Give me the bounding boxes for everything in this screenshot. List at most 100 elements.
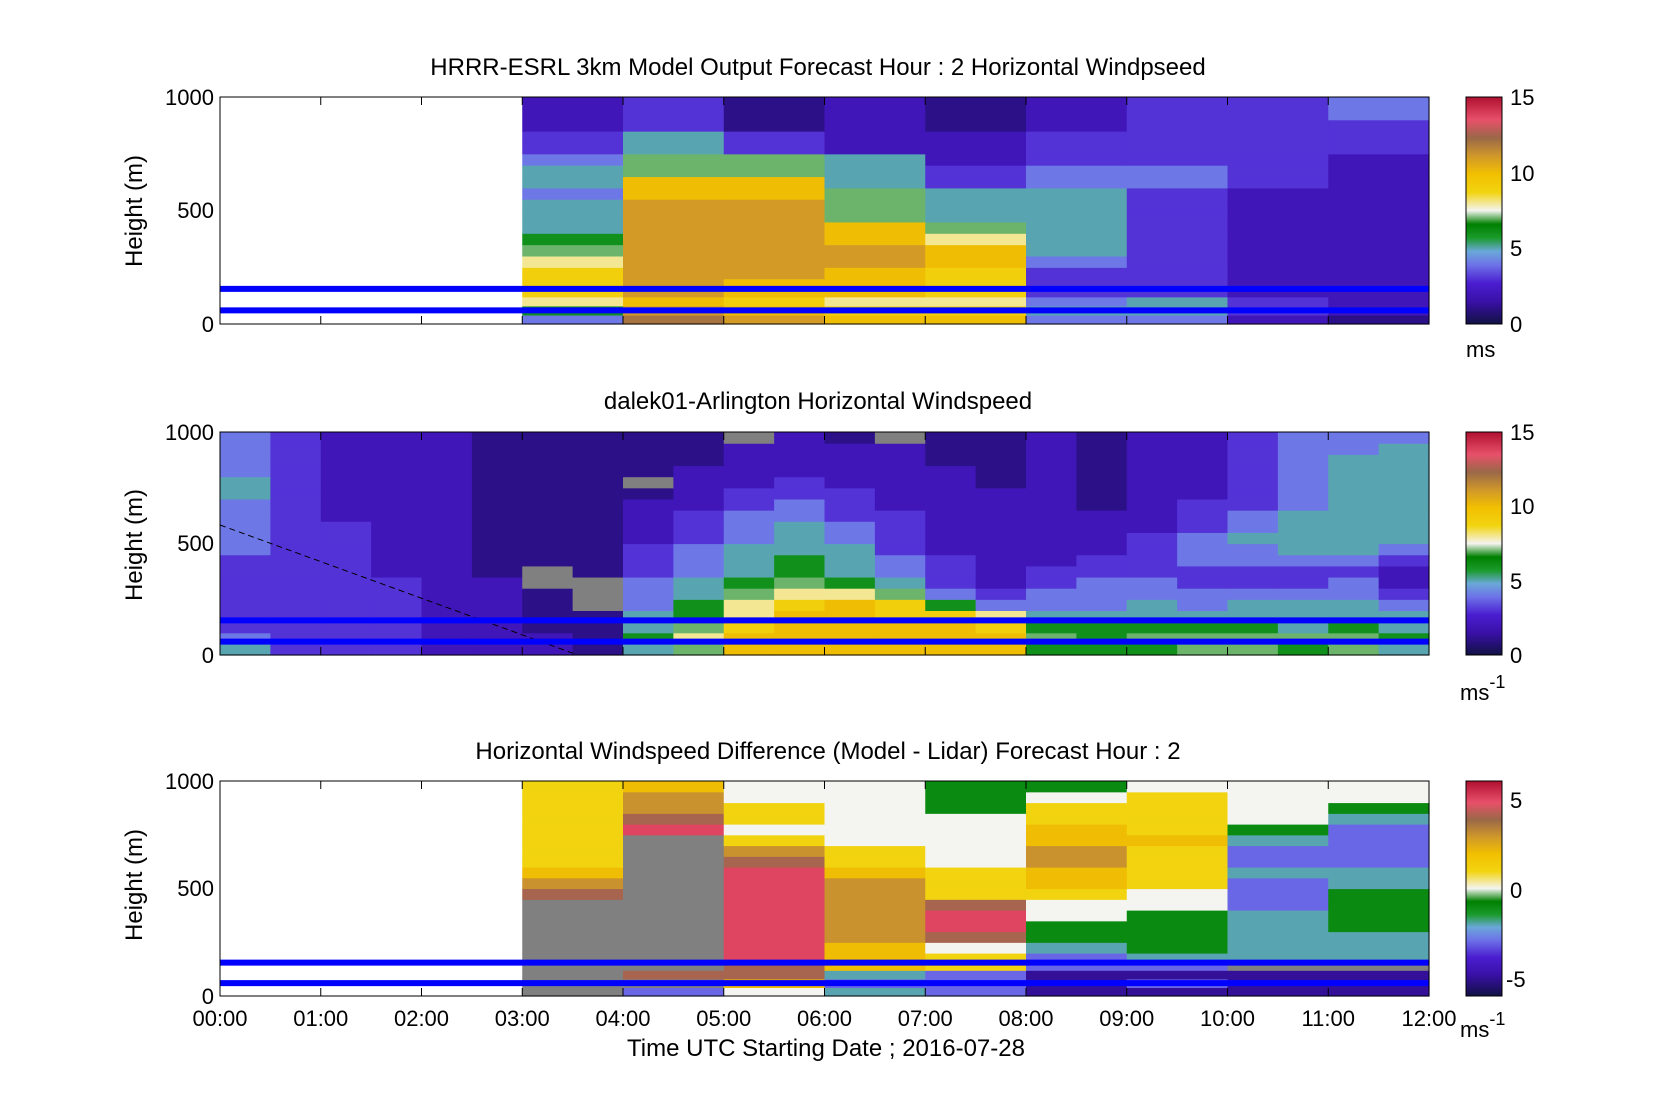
heatmap-cell <box>824 970 926 980</box>
heatmap-cell <box>824 119 926 132</box>
heatmap-cell <box>1126 845 1229 857</box>
heatmap-cell <box>1177 599 1229 611</box>
heatmap-cell <box>1277 498 1329 511</box>
heatmap-cell <box>1177 632 1229 645</box>
panel-2-ylabel: Height (m) <box>121 489 148 601</box>
panel-3-x-ticks <box>320 781 1329 996</box>
heatmap-cell <box>1126 296 1229 307</box>
heatmap-cell <box>623 813 725 825</box>
heatmap-cell <box>874 543 926 556</box>
heatmap-cell <box>371 521 423 533</box>
heatmap-cell <box>421 498 473 511</box>
heatmap-cell <box>1026 267 1128 280</box>
heatmap-cell <box>320 599 372 611</box>
heatmap-cell <box>320 487 372 500</box>
heatmap-cell <box>723 119 826 132</box>
heatmap-cell <box>1026 521 1077 533</box>
heatmap-cell <box>371 476 423 489</box>
heatmap-cell <box>1227 153 1329 166</box>
heatmap-cell <box>1227 588 1279 600</box>
heatmap-cell <box>1328 487 1380 500</box>
heatmap-cell <box>1126 565 1178 578</box>
heatmap-cell <box>1227 221 1329 234</box>
heatmap-cell <box>1227 813 1329 825</box>
heatmap-cell <box>1076 610 1128 623</box>
heatmap-cell <box>1277 532 1329 545</box>
heatmap-cell <box>723 287 826 298</box>
heatmap-cell <box>723 255 826 268</box>
heatmap-cell <box>975 543 1027 556</box>
heatmap-cell <box>1026 867 1128 879</box>
heatmap-cell <box>623 108 725 121</box>
heatmap-cell <box>1328 824 1430 836</box>
heatmap-cell <box>1076 632 1128 645</box>
heatmap-cell <box>925 920 1027 933</box>
panel-1-x-ticks <box>320 97 1329 324</box>
heatmap-cell <box>925 153 1027 166</box>
heatmap-cell <box>925 108 1027 121</box>
heatmap-cell <box>320 498 372 511</box>
heatmap-cell <box>673 632 725 645</box>
heatmap-cell <box>1227 877 1329 890</box>
heatmap-cell <box>723 781 826 793</box>
heatmap-cell <box>1076 443 1128 455</box>
heatmap-cell <box>874 632 926 645</box>
heatmap-cell <box>1026 824 1128 836</box>
heatmap-cell <box>421 543 473 556</box>
heatmap-cell <box>1026 802 1128 814</box>
heatmap-cell <box>1126 432 1178 444</box>
heatmap-cell <box>723 576 775 589</box>
heatmap-cell <box>371 643 423 656</box>
heatmap-cell <box>623 187 725 200</box>
panel-lidar: dalek01-Arlington Horizontal Windspeed H… <box>121 388 1534 705</box>
heatmap-cell <box>1026 543 1077 556</box>
heatmap-cell <box>522 961 624 971</box>
heatmap-cell <box>220 554 271 567</box>
heatmap-cell <box>1126 554 1178 567</box>
heatmap-cell <box>1126 454 1178 467</box>
heatmap-cell <box>874 554 926 567</box>
heatmap-cell <box>925 210 1027 223</box>
heatmap-cell <box>1328 267 1430 280</box>
heatmap-cell <box>1026 97 1128 109</box>
heatmap-cell <box>723 187 826 200</box>
heatmap-cell <box>1126 781 1229 793</box>
heatmap-cell <box>925 187 1027 200</box>
heatmap-cell <box>1277 465 1329 478</box>
heatmap-cell <box>1026 554 1077 567</box>
panel-1-cbar-tick-10: 10 <box>1510 161 1534 186</box>
heatmap-cell <box>371 543 423 556</box>
heatmap-cell <box>1177 521 1229 533</box>
heatmap-cell <box>824 432 876 444</box>
heatmap-cell <box>824 255 926 268</box>
heatmap-cell <box>572 554 624 567</box>
heatmap-cell <box>1126 791 1229 804</box>
heatmap-cell <box>975 599 1027 611</box>
heatmap-cell <box>1227 643 1279 656</box>
heatmap-cell <box>522 199 624 212</box>
heatmap-cell <box>1227 910 1329 922</box>
heatmap-cell <box>471 643 523 656</box>
heatmap-cell <box>1076 588 1128 600</box>
heatmap-cell <box>824 210 926 223</box>
heatmap-cell <box>925 931 1027 943</box>
heatmap-cell <box>723 877 826 890</box>
heatmap-cell <box>1277 610 1329 623</box>
heatmap-cell <box>320 576 372 589</box>
heatmap-cell <box>1026 588 1077 600</box>
heatmap-cell <box>774 643 826 656</box>
heatmap-cell <box>623 834 725 847</box>
heatmap-cell <box>1328 142 1430 155</box>
heatmap-cell <box>1277 554 1329 567</box>
heatmap-cell <box>572 443 624 455</box>
heatmap-cell <box>723 108 826 121</box>
heatmap-cell <box>925 296 1027 307</box>
heatmap-cell <box>471 532 523 545</box>
heatmap-cell <box>220 498 271 511</box>
heatmap-cell <box>723 176 826 189</box>
heatmap-cell <box>1126 314 1229 325</box>
heatmap-cell <box>874 443 926 455</box>
heatmap-cell <box>673 565 725 578</box>
heatmap-cell <box>522 314 624 325</box>
heatmap-cell <box>471 432 523 444</box>
